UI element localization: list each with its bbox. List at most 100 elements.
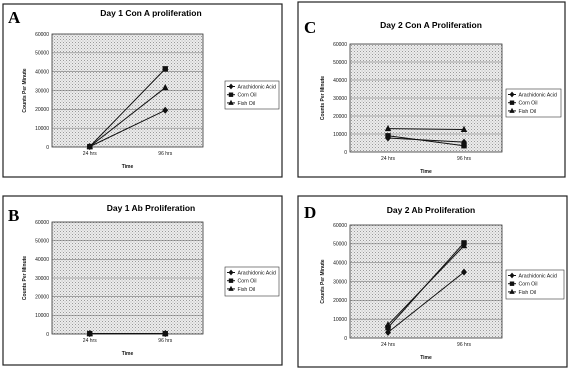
y-axis-label: Counts Per Minute <box>320 259 326 303</box>
legend-entry: Fish Oil <box>238 287 256 293</box>
legend-marker-diamond <box>509 272 515 279</box>
panel-letter: A <box>8 8 21 27</box>
y-tick-label: 10000 <box>333 317 347 323</box>
chart-title: Day 1 Con A proliferation <box>100 8 201 18</box>
legend-entry: Fish Oil <box>238 101 256 107</box>
legend-marker-square <box>509 100 515 105</box>
legend-entry: Arachidonic Acid <box>519 273 557 279</box>
data-point-square <box>461 143 467 149</box>
y-tick-label: 20000 <box>35 107 49 113</box>
series-line-1 <box>89 68 166 147</box>
legend-marker-square <box>228 92 234 97</box>
y-tick-label: 50000 <box>333 60 347 66</box>
legend-marker-diamond <box>228 83 234 90</box>
y-axis-label: Counts Per Minute <box>22 256 28 300</box>
legend-entry: Fish Oil <box>519 290 537 296</box>
x-axis-label: Time <box>420 355 432 361</box>
series-line-2 <box>89 87 166 148</box>
legend: Arachidonic Acid Corn Oil Fish Oil <box>505 269 565 300</box>
y-tick-label: 10000 <box>35 126 49 132</box>
legend-entry: Arachidonic Acid <box>238 84 276 90</box>
y-tick-label: 20000 <box>333 114 347 120</box>
chart-panel-d: D Day 2 Ab Proliferation 0 10000 20000 30000 4… <box>297 195 568 368</box>
legend-marker-triangle <box>509 107 515 113</box>
y-tick-label: 30000 <box>333 96 347 102</box>
y-tick-label: 50000 <box>35 238 49 244</box>
data-point-triangle <box>86 142 93 150</box>
chart-panel-a: A Day 1 Con A proliferation 0 10000 20000 300… <box>2 3 283 178</box>
y-axis-label: Counts Per Minute <box>320 76 326 120</box>
legend-entry: Corn Oil <box>238 93 257 99</box>
y-tick-label: 10000 <box>35 313 49 319</box>
y-tick-label: 50000 <box>333 242 347 248</box>
legend-marker-triangle <box>228 99 234 105</box>
x-tick-label: 96 hrs <box>457 156 471 162</box>
y-tick-label: 20000 <box>333 298 347 304</box>
series-line-2 <box>387 128 465 130</box>
y-tick-label: 60000 <box>333 223 347 229</box>
y-tick-label: 60000 <box>35 220 49 226</box>
x-axis-label: Time <box>122 164 134 170</box>
x-axis-label: Time <box>420 169 432 175</box>
legend: Arachidonic Acid Corn Oil Fish Oil <box>224 266 280 297</box>
legend-entry: Corn Oil <box>519 282 538 288</box>
y-tick-label: 0 <box>344 336 347 342</box>
legend-entry: Fish Oil <box>519 109 537 115</box>
y-tick-label: 0 <box>46 145 49 151</box>
y-tick-label: 0 <box>46 332 49 338</box>
data-point-diamond <box>385 328 391 336</box>
y-axis-label: Counts Per Minute <box>22 68 28 112</box>
x-tick-label: 96 hrs <box>158 338 172 344</box>
y-tick-label: 20000 <box>35 294 49 300</box>
data-point-triangle <box>460 125 468 132</box>
legend-entry: Arachidonic Acid <box>238 270 276 276</box>
x-tick-label: 24 hrs <box>381 342 395 348</box>
y-tick-label: 40000 <box>35 257 49 263</box>
x-tick-label: 96 hrs <box>457 342 471 348</box>
x-tick-label: 24 hrs <box>83 151 97 157</box>
data-point-triangle <box>384 124 392 132</box>
series-line-0 <box>387 271 465 333</box>
legend-entry: Corn Oil <box>519 101 538 107</box>
data-point-diamond <box>461 268 467 276</box>
legend-box <box>505 269 565 300</box>
data-point-square <box>385 133 391 139</box>
x-tick-label: 24 hrs <box>381 156 395 162</box>
chart-panel-c: C Day 2 Con A Proliferation 0 10000 20000 300… <box>297 1 566 178</box>
data-point-triangle <box>460 241 468 249</box>
y-tick-label: 10000 <box>333 132 347 138</box>
y-tick-label: 30000 <box>333 279 347 285</box>
legend: Arachidonic Acid Corn Oil Fish Oil <box>224 80 280 110</box>
chart-title: Day 2 Con A Proliferation <box>380 20 482 30</box>
legend-entry: Arachidonic Acid <box>519 92 557 98</box>
data-point-triangle <box>86 329 93 337</box>
y-tick-label: 0 <box>344 150 347 156</box>
y-tick-label: 50000 <box>35 51 49 57</box>
series-line-0 <box>387 137 465 143</box>
legend-marker-triangle <box>228 285 234 291</box>
chart-panel-b: B Day 1 Ab Proliferation 0 10000 20000 30000 4… <box>2 195 283 366</box>
legend-box <box>224 266 280 297</box>
series-line-1 <box>387 135 465 147</box>
panel-letter: C <box>304 18 316 37</box>
panel-letter: B <box>8 206 19 225</box>
panel-letter: D <box>304 203 316 222</box>
data-point-square <box>162 66 168 72</box>
legend-marker-diamond <box>509 91 515 98</box>
legend-marker-square <box>509 281 515 286</box>
chart-title: Day 1 Ab Proliferation <box>107 203 195 213</box>
y-tick-label: 40000 <box>35 69 49 75</box>
y-tick-label: 60000 <box>35 32 49 38</box>
legend-marker-square <box>228 278 234 283</box>
data-point-triangle <box>384 321 392 328</box>
y-tick-label: 30000 <box>35 88 49 94</box>
x-axis-label: Time <box>122 351 134 357</box>
y-tick-label: 30000 <box>35 276 49 282</box>
y-tick-label: 40000 <box>333 260 347 266</box>
y-tick-label: 60000 <box>333 42 347 48</box>
legend-marker-diamond <box>228 269 234 276</box>
x-tick-label: 24 hrs <box>83 338 97 344</box>
series-line-2 <box>387 245 465 326</box>
series-line-0 <box>89 109 166 148</box>
